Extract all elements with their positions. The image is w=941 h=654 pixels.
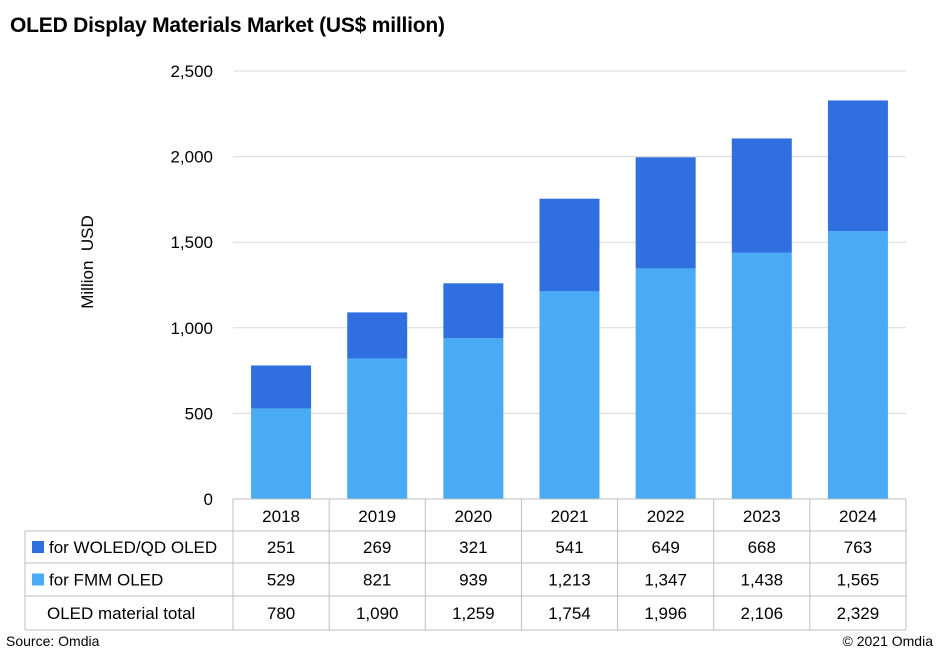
total-label: 1,754 <box>548 604 591 623</box>
bar-fmm-oled <box>251 408 312 499</box>
data-label: 763 <box>844 538 872 557</box>
y-tick-label: 0 <box>204 490 213 509</box>
bar-fmm-oled <box>731 252 792 499</box>
source-note: Source: Omdia <box>6 633 100 649</box>
bar-woled-qd-oled <box>827 100 888 232</box>
y-tick-label: 500 <box>185 404 213 423</box>
y-tick-label: 2,500 <box>170 62 213 81</box>
legend-swatch <box>32 541 44 553</box>
copyright-note: © 2021 Omdia <box>842 633 933 649</box>
data-label: 1,347 <box>644 571 687 590</box>
bar-fmm-oled <box>827 231 888 499</box>
bar-fmm-oled <box>443 338 504 499</box>
total-label: 1,090 <box>356 604 399 623</box>
total-row-label: OLED material total <box>47 604 195 623</box>
bar-woled-qd-oled <box>731 138 792 253</box>
data-label: 251 <box>267 538 295 557</box>
bar-woled-qd-oled <box>539 198 600 292</box>
y-tick-label: 1,000 <box>170 319 213 338</box>
total-label: 780 <box>267 604 295 623</box>
bar-fmm-oled <box>539 291 600 499</box>
bar-woled-qd-oled <box>443 283 504 339</box>
x-tick-label: 2024 <box>839 507 877 526</box>
legend-swatch <box>32 573 44 586</box>
data-label: 1,213 <box>548 571 591 590</box>
bar-woled-qd-oled <box>347 312 408 359</box>
bar-woled-qd-oled <box>635 157 696 269</box>
data-label: 541 <box>555 538 583 557</box>
total-label: 1,996 <box>644 604 687 623</box>
x-tick-label: 2020 <box>454 507 492 526</box>
bar-fmm-oled <box>347 358 408 499</box>
data-label: 668 <box>748 538 776 557</box>
legend-label: for FMM OLED <box>49 571 163 590</box>
x-tick-label: 2022 <box>647 507 685 526</box>
y-tick-label: 2,000 <box>170 148 213 167</box>
data-label: 269 <box>363 538 391 557</box>
total-label: 2,329 <box>837 604 880 623</box>
x-tick-label: 2021 <box>551 507 589 526</box>
total-label: 1,259 <box>452 604 495 623</box>
data-label: 529 <box>267 571 295 590</box>
x-tick-label: 2019 <box>358 507 396 526</box>
legend-label: for WOLED/QD OLED <box>49 538 217 557</box>
bar-fmm-oled <box>635 268 696 499</box>
x-tick-label: 2023 <box>743 507 781 526</box>
chart-title: OLED Display Materials Market (US$ milli… <box>10 14 445 37</box>
y-tick-label: 1,500 <box>170 233 213 252</box>
data-label: 1,438 <box>741 571 784 590</box>
bar-woled-qd-oled <box>251 365 312 409</box>
x-tick-label: 2018 <box>262 507 300 526</box>
y-axis-ticks: 0 500 1,000 1,500 2,000 2,500 <box>170 62 213 509</box>
total-label: 2,106 <box>741 604 784 623</box>
data-label: 1,565 <box>837 571 880 590</box>
data-label: 321 <box>459 538 487 557</box>
data-table: 2018 2019 2020 2021 2022 2023 2024 for WOLED/QD… <box>24 498 907 631</box>
bars <box>251 100 888 499</box>
data-label: 821 <box>363 571 391 590</box>
data-label: 939 <box>459 571 487 590</box>
data-label: 649 <box>651 538 679 557</box>
